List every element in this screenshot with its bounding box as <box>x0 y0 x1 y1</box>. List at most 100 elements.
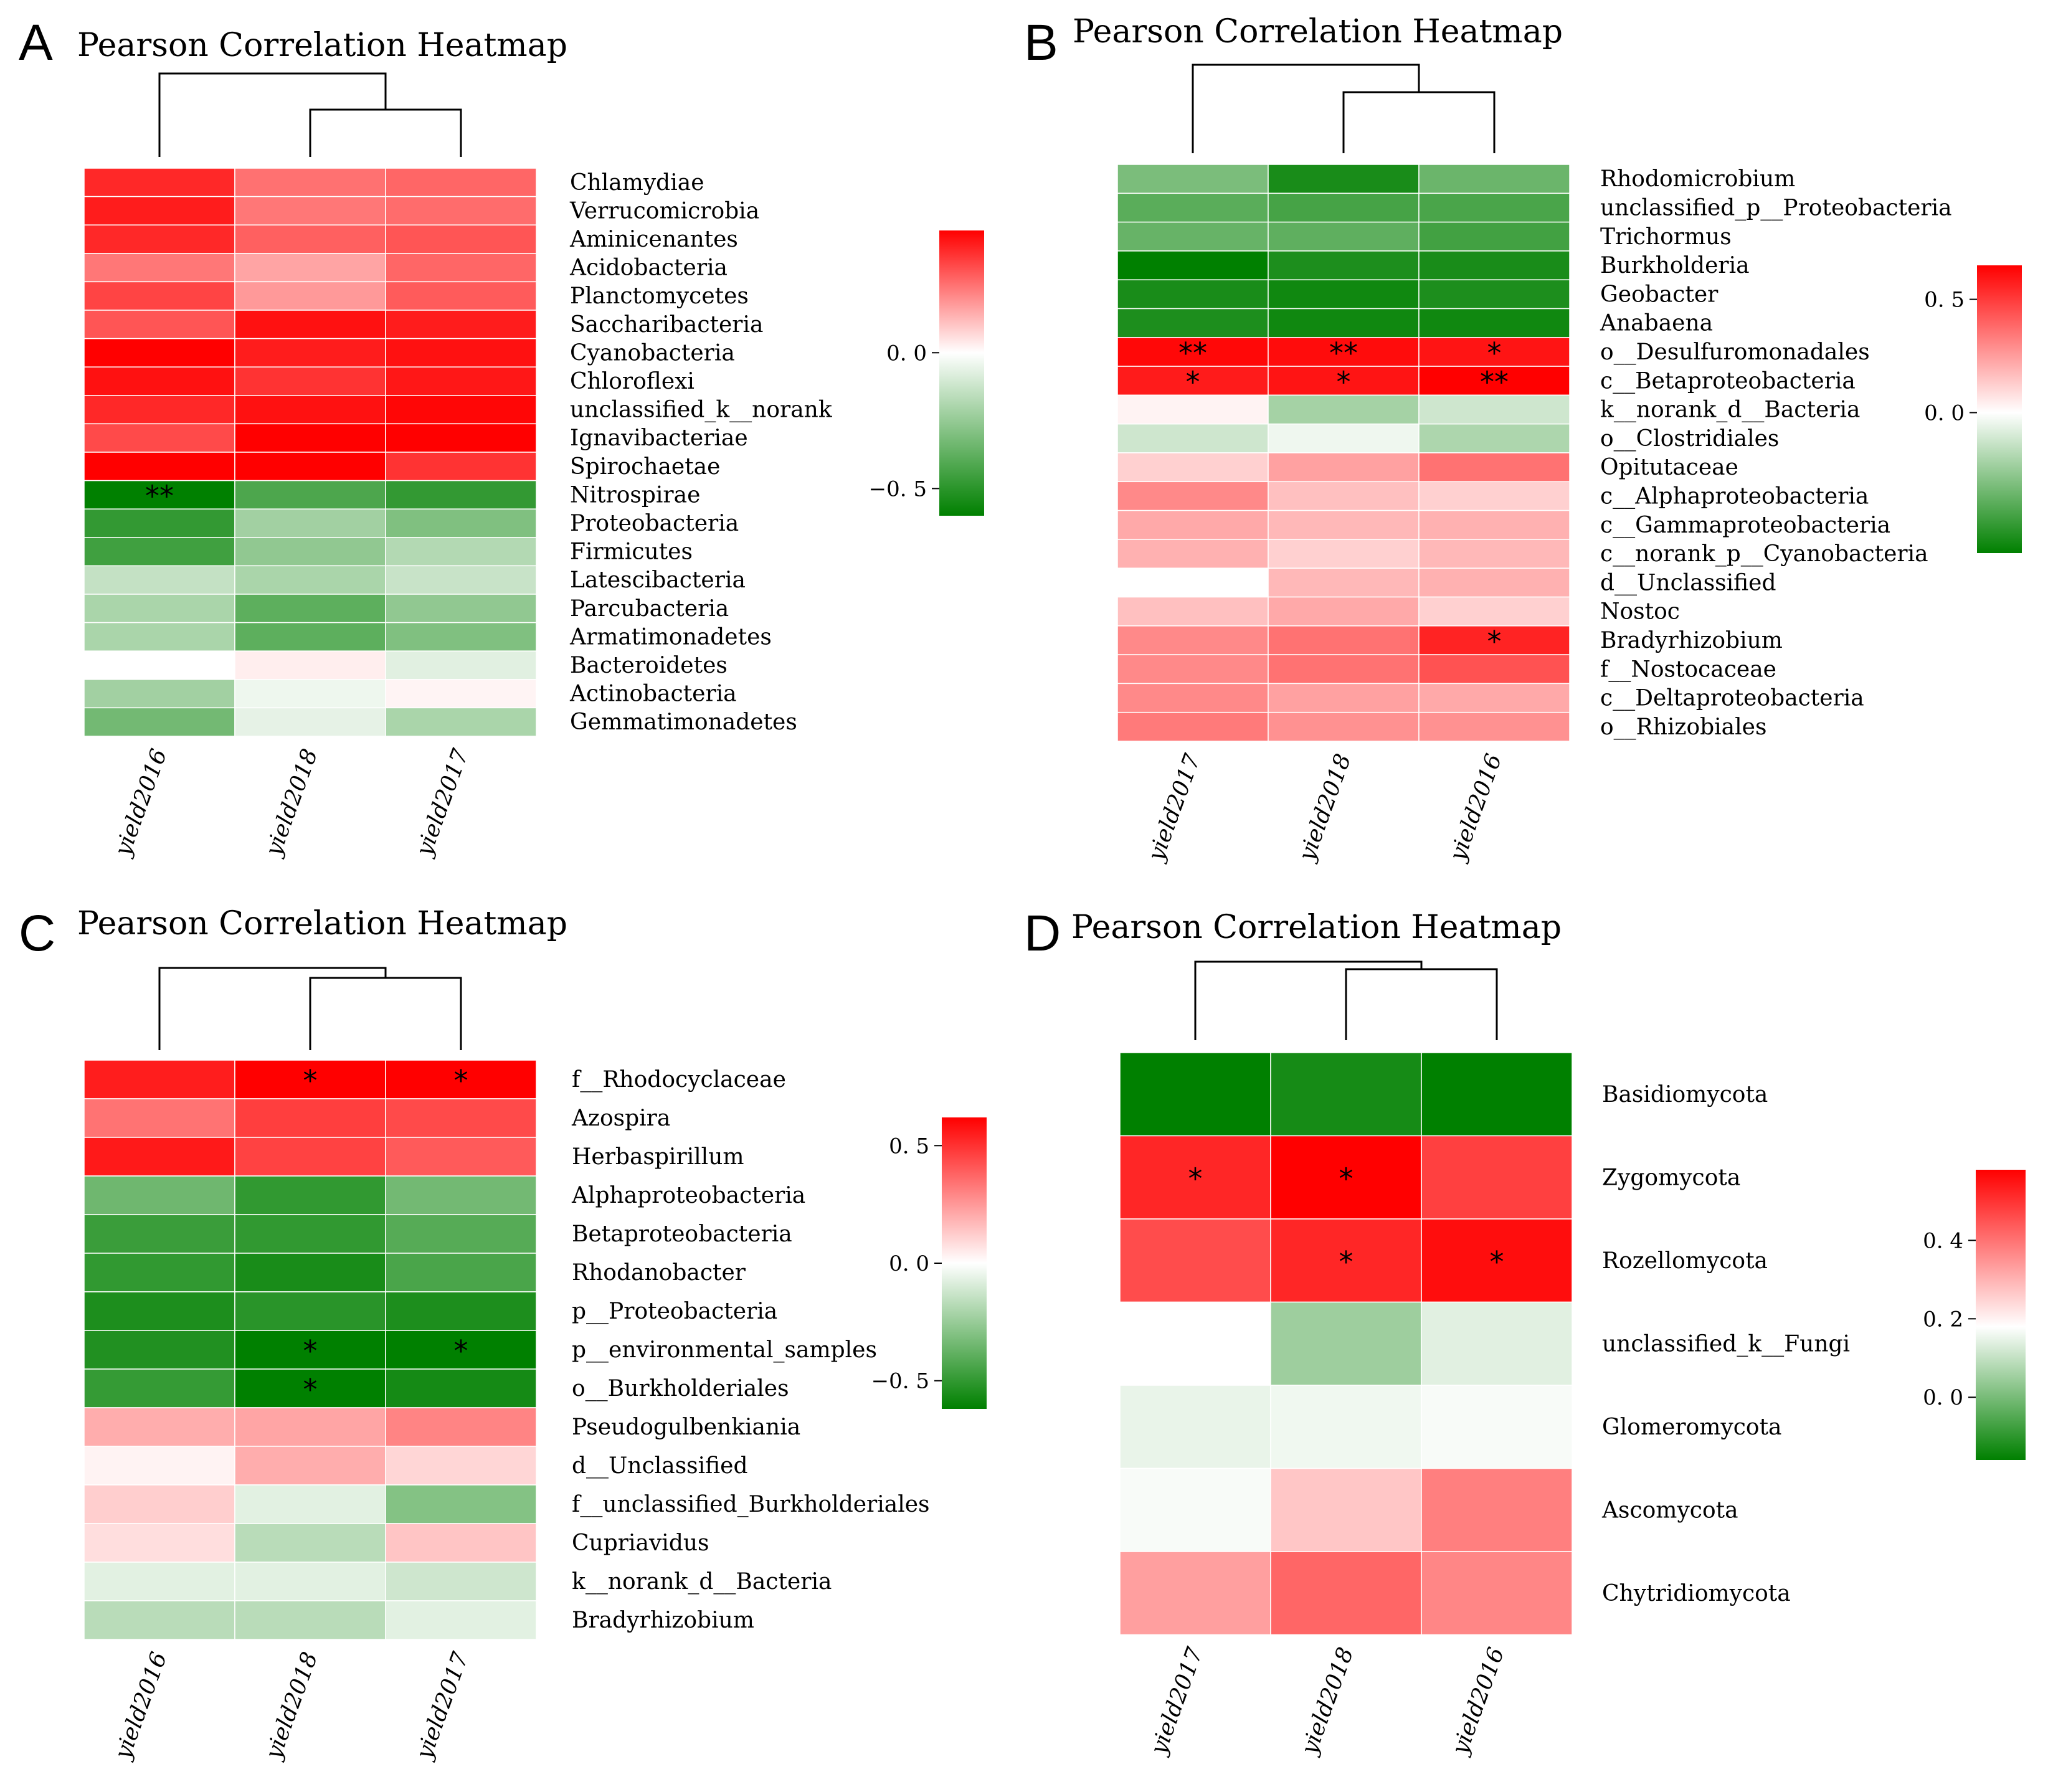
row-label-bradyrhizobium: Bradyrhizobium <box>572 1608 754 1633</box>
heatmap-cell <box>1421 1467 1573 1552</box>
heatmap-cell <box>385 537 537 567</box>
colorbar-tick-label: 0. 0 <box>1924 401 1965 425</box>
heatmap-cell <box>83 707 235 737</box>
heatmap-cell <box>1418 654 1570 685</box>
heatmap-cell <box>1268 192 1420 223</box>
heatmap-cell <box>234 423 386 453</box>
heatmap-cell <box>1418 308 1570 338</box>
heatmap-cell <box>1268 337 1420 367</box>
row-labels: Basidiomycota Zygomycota Rozellomycota uncl… <box>1601 1082 1850 1606</box>
row-label-k-norank-d-bacteria: k__norank_d__Bacteria <box>1600 397 1860 423</box>
colorbar-tick-label: 0. 0 <box>889 1251 929 1276</box>
row-labels: f__Rhodocyclaceae Azospira Herbaspirillum A… <box>571 1067 930 1633</box>
significance-mark: * <box>303 1373 318 1406</box>
heatmap-cell <box>234 565 386 595</box>
dendrogram-branch <box>309 977 462 1050</box>
heatmap-cell <box>1268 394 1420 425</box>
row-label-c-alphaproteobacteria: c__Alphaproteobacteria <box>1600 483 1869 509</box>
significance-mark: ** <box>145 479 174 513</box>
heatmap-cell <box>1268 654 1420 685</box>
heatmap-cells: ** <box>83 168 537 737</box>
heatmap-cell <box>1418 539 1570 569</box>
heatmap-cell <box>1268 539 1420 569</box>
heatmap-cell <box>385 622 537 652</box>
heatmap-cell <box>1268 308 1420 338</box>
heatmap-cell <box>1117 654 1269 685</box>
heatmap-cell <box>1270 1467 1422 1552</box>
heatmap-cell <box>83 1484 235 1524</box>
heatmap-cell <box>83 366 235 396</box>
heatmap-cell <box>234 224 386 254</box>
row-label-bradyrhizobium: Bradyrhizobium <box>1600 628 1783 653</box>
heatmap-cell <box>385 1214 537 1254</box>
heatmap-cell <box>83 1600 235 1640</box>
heatmap-cell <box>385 1523 537 1563</box>
significance-mark: * <box>1186 365 1200 399</box>
heatmap-cell <box>385 679 537 709</box>
row-label-ascomycota: Ascomycota <box>1601 1497 1738 1523</box>
row-label-herbaspirillum: Herbaspirillum <box>572 1144 744 1170</box>
column-label-yield2016: yield2016 <box>110 1649 173 1763</box>
heatmap-cell <box>1418 250 1570 280</box>
heatmap-cell <box>234 1523 386 1563</box>
chart-title: Pearson Correlation Heatmap <box>1071 909 1562 946</box>
row-label-c-betaproteobacteria: c__Betaproteobacteria <box>1600 368 1856 394</box>
panel-d: D Pearson Correlation Heatmap * * * * Basidiom… <box>1024 896 2048 1791</box>
heatmap-b: B Pearson Correlation Heatmap** ** ** * ***Rh… <box>1024 13 2022 866</box>
row-label-trichormus: Trichormus <box>1600 224 1732 250</box>
heatmap-cell <box>83 1523 235 1563</box>
heatmap-cell <box>1421 1052 1573 1137</box>
heatmap-cell <box>83 480 235 510</box>
dendrogram-branch <box>1192 64 1420 153</box>
heatmap-cell <box>83 1060 235 1099</box>
significance-mark: * <box>1487 625 1502 658</box>
significance-mark: * <box>303 1334 318 1368</box>
heatmap-cell <box>1268 481 1420 511</box>
heatmap-cell <box>1268 452 1420 483</box>
colorbar-scale <box>939 230 984 516</box>
chart-title: Pearson Correlation Heatmap <box>77 905 567 942</box>
heatmap-cell <box>234 1368 386 1408</box>
heatmap-d: D Pearson Correlation Heatmap * * * * Basidiom… <box>1024 905 2026 1759</box>
heatmap-cell <box>1418 366 1570 396</box>
chart-title: Pearson Correlation Heatmap <box>1073 13 1563 50</box>
heatmap-cell <box>234 1175 386 1215</box>
heatmap-cell <box>1268 221 1420 252</box>
heatmap-cell <box>234 281 386 311</box>
colorbar-scale <box>942 1117 987 1409</box>
heatmap-cell <box>385 594 537 623</box>
heatmap-cell <box>234 1484 386 1524</box>
column-dendrogram <box>1194 960 1498 1040</box>
row-label-saccharibacteria: Saccharibacteria <box>570 312 763 338</box>
heatmap-cell <box>83 452 235 481</box>
colorbar-tick-label: −0. 5 <box>871 1369 929 1394</box>
heatmap-cell <box>1421 1385 1573 1469</box>
heatmap-cell <box>385 1368 537 1408</box>
colorbar-tick-label: 0. 5 <box>1924 288 1965 313</box>
row-label-k-norank-d-bacteria: k__norank_d__Bacteria <box>572 1569 832 1595</box>
heatmap-cell <box>1418 625 1570 655</box>
heatmap-cell <box>83 310 235 339</box>
row-label-unclassified-k-fungi: unclassified_k__Fungi <box>1602 1331 1850 1357</box>
column-label-yield2017: yield2017 <box>1145 1644 1208 1759</box>
row-label-nitrospirae: Nitrospirae <box>570 482 700 508</box>
significance-mark: * <box>454 1064 468 1097</box>
heatmap-cell <box>83 1446 235 1486</box>
dendrogram-branch <box>309 108 462 157</box>
heatmap-cell <box>1268 567 1420 598</box>
heatmap-cell <box>234 1562 386 1601</box>
row-label-bacteroidetes: Bacteroidetes <box>570 653 728 678</box>
panel-letter: D <box>1024 905 1061 962</box>
column-labels: yield2017 yield2018 yield2016 <box>1143 751 1507 866</box>
heatmap-cell <box>1418 510 1570 540</box>
significance-mark: * <box>303 1064 318 1097</box>
row-label-ignavibacteriae: Ignavibacteriae <box>570 425 748 451</box>
heatmap-cell <box>83 650 235 680</box>
colorbar: 0. 4 0. 2 0. 0 <box>1923 1170 2026 1460</box>
chart-title: Pearson Correlation Heatmap <box>77 27 567 64</box>
heatmap-cell <box>1270 1052 1422 1137</box>
heatmap-c: C Pearson Correlation Heatmap * * * * * f__Rhod… <box>19 905 987 1763</box>
heatmap-cell <box>385 1060 537 1099</box>
colorbar-tick-label: 0. 4 <box>1923 1228 1963 1253</box>
